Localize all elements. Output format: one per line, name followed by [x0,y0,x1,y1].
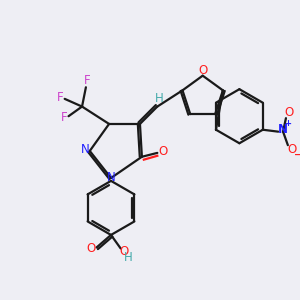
Text: O: O [287,143,296,157]
Text: +: + [284,119,291,128]
Text: N: N [106,172,116,184]
Text: F: F [60,111,67,124]
Text: N: N [81,142,89,155]
Text: O: O [284,106,293,119]
Text: N: N [278,123,288,136]
Text: O: O [198,64,207,77]
Text: O: O [158,146,168,158]
Text: O: O [119,245,128,258]
Text: H: H [155,92,164,105]
Text: −: − [294,150,300,160]
Text: O: O [86,242,95,255]
Text: F: F [56,92,63,104]
Text: H: H [124,250,133,264]
Text: F: F [84,74,90,87]
